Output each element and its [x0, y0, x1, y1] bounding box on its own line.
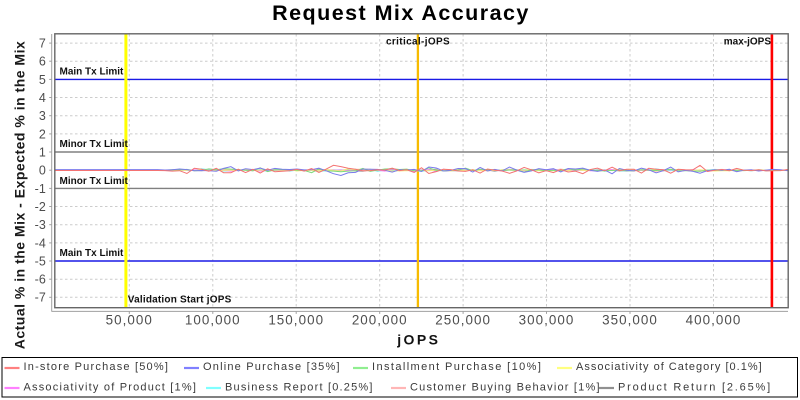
svg-text:-4: -4: [35, 236, 46, 250]
svg-text:jOPS: jOPS: [396, 331, 440, 347]
svg-text:Online Purchase [35%]: Online Purchase [35%]: [203, 361, 341, 373]
svg-text:1: 1: [39, 145, 46, 159]
svg-text:200,000: 200,000: [352, 313, 408, 328]
svg-text:max-jOPS: max-jOPS: [724, 37, 772, 48]
svg-text:-1: -1: [35, 182, 46, 196]
svg-text:Minor Tx Limit: Minor Tx Limit: [60, 176, 129, 187]
svg-text:4: 4: [39, 91, 46, 105]
svg-text:Actual % in the Mix - Expected: Actual % in the Mix - Expected % in the …: [12, 41, 28, 350]
svg-text:6: 6: [39, 55, 46, 69]
svg-text:-7: -7: [35, 291, 46, 305]
svg-text:-6: -6: [35, 273, 46, 287]
svg-text:Product Return [2.65%]: Product Return [2.65%]: [618, 381, 772, 393]
svg-text:2: 2: [39, 127, 46, 141]
svg-text:350,000: 350,000: [602, 313, 658, 328]
svg-text:400,000: 400,000: [686, 313, 742, 328]
svg-text:0: 0: [39, 164, 46, 178]
svg-text:Customer Buying Behavior [1%]: Customer Buying Behavior [1%]: [410, 381, 601, 393]
svg-text:Main Tx Limit: Main Tx Limit: [60, 67, 125, 78]
svg-text:In-store Purchase [50%]: In-store Purchase [50%]: [24, 361, 170, 373]
svg-text:3: 3: [39, 109, 46, 123]
svg-text:Minor Tx Limit: Minor Tx Limit: [60, 139, 129, 150]
svg-text:250,000: 250,000: [435, 313, 491, 328]
svg-text:150,000: 150,000: [268, 313, 324, 328]
svg-text:Request Mix Accuracy: Request Mix Accuracy: [272, 1, 530, 25]
svg-text:-5: -5: [35, 254, 46, 268]
svg-text:-3: -3: [35, 218, 46, 232]
svg-text:Validation Start jOPS: Validation Start jOPS: [128, 294, 232, 305]
svg-text:7: 7: [39, 37, 46, 51]
svg-text:5: 5: [39, 73, 46, 87]
svg-text:100,000: 100,000: [185, 313, 241, 328]
svg-text:Associativity of Category [0.1: Associativity of Category [0.1%]: [576, 361, 763, 373]
svg-text:Main Tx Limit: Main Tx Limit: [60, 248, 125, 259]
svg-text:Business Report [0.25%]: Business Report [0.25%]: [225, 381, 374, 393]
svg-text:critical-jOPS: critical-jOPS: [386, 37, 450, 48]
svg-text:-2: -2: [35, 200, 46, 214]
svg-text:300,000: 300,000: [519, 313, 575, 328]
svg-text:Associativity of Product [1%]: Associativity of Product [1%]: [24, 381, 198, 393]
svg-text:50,000: 50,000: [106, 313, 153, 328]
svg-text:Installment Purchase [10%]: Installment Purchase [10%]: [372, 361, 542, 373]
